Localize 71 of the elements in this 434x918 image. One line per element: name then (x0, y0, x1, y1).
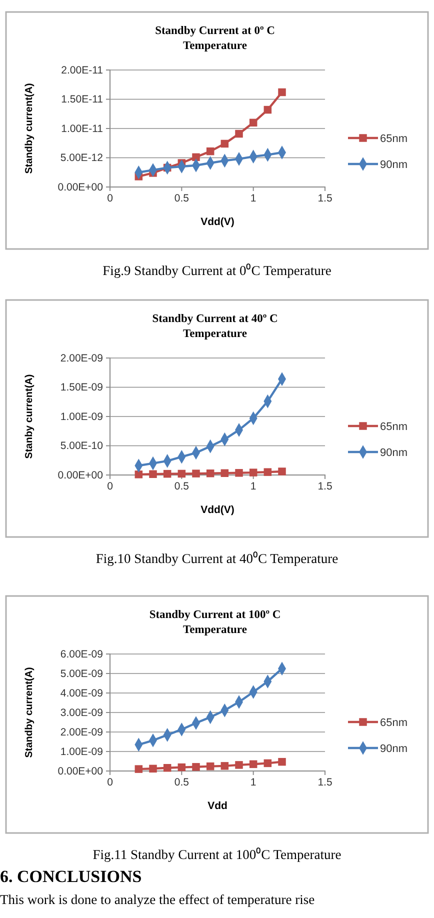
point (278, 758, 286, 766)
x-tick-label: 0.5 (174, 776, 190, 788)
y-tick-label: 2.00E-11 (61, 64, 104, 76)
point (192, 470, 200, 478)
x-tick-label: 0 (107, 192, 114, 204)
y-tick-label: 1.50E-11 (61, 94, 104, 106)
point (134, 765, 143, 773)
y-tick-label: 5.00E-09 (60, 668, 104, 680)
point (235, 469, 243, 477)
point (249, 760, 258, 768)
y-tick-label: 2.00E-09 (60, 726, 104, 738)
x-tick-label: 0 (107, 776, 114, 788)
text: This work is done to analyze the effect of temperature rise (0, 892, 315, 907)
y-axis-title: Standby current(A) (24, 667, 35, 758)
caption: Fig.10 Standby Current at 40⁰C Temperature (96, 551, 338, 566)
point (220, 469, 229, 477)
point (264, 759, 272, 768)
point (206, 469, 214, 478)
x-tick-label: 1 (250, 776, 256, 788)
x-tick-label: 0.5 (174, 480, 190, 492)
chart-title: Standby Current at 40º C Temperature (152, 313, 278, 340)
x-tick-label: 1.5 (318, 480, 332, 492)
y-tick-label: 0.00E+00 (58, 469, 104, 482)
x-tick-label: 1.5 (318, 192, 332, 204)
legend-label: 90nm (380, 447, 408, 459)
y-tick-label: 4.00E-09 (60, 687, 104, 700)
legend-label: 65nm (380, 717, 408, 729)
chart-title: Standby Current at 0º C Temperature (155, 25, 275, 52)
point (206, 762, 214, 770)
y-tick-label: 5.00E-12 (60, 152, 104, 164)
y-axis-title: Stanby current(A) (24, 374, 35, 459)
text: 6. CONCLUSIONS (0, 867, 142, 886)
legend-label: 65nm (380, 133, 408, 145)
y-tick-label: 0.00E+00 (58, 765, 104, 778)
legend-label: 90nm (380, 159, 408, 171)
x-axis-title: Vdd(V) (200, 216, 234, 228)
point (163, 764, 172, 772)
legend-label: 65nm (380, 421, 408, 433)
y-tick-label: 1.00E-11 (61, 122, 104, 135)
x-tick-label: 1.5 (318, 776, 332, 788)
y-tick-label: 0.00E+00 (58, 181, 104, 194)
point (149, 470, 157, 478)
y-tick-label: 1.50E-09 (60, 382, 104, 394)
y-tick-label: 3.00E-09 (60, 706, 104, 719)
x-tick-label: 1 (250, 480, 256, 492)
point (278, 468, 286, 476)
point (134, 470, 143, 478)
point (192, 763, 200, 771)
point (163, 470, 172, 478)
y-tick-label: 6.00E-09 (60, 648, 104, 660)
y-tick-label: 2.00E-09 (60, 352, 104, 364)
point (178, 763, 186, 772)
chart-title: Standby Current at 100º C Temperature (149, 609, 281, 636)
point (149, 764, 157, 773)
y-axis-title: Standby current(A) (24, 83, 35, 174)
x-tick-label: 1 (250, 192, 256, 204)
x-axis-title: Vdd (208, 800, 228, 812)
point (264, 468, 272, 476)
caption: Fig.11 Standby Current at 100⁰C Temperature (92, 847, 342, 862)
point (220, 762, 229, 770)
point (249, 468, 258, 476)
x-axis-title: Vdd(V) (200, 504, 234, 516)
point (178, 470, 186, 478)
y-tick-label: 1.00E-09 (60, 746, 104, 758)
x-tick-label: 0 (107, 480, 114, 492)
x-tick-label: 0.5 (174, 192, 190, 204)
y-tick-label: 5.00E-10 (60, 440, 104, 452)
legend-label: 90nm (380, 743, 408, 755)
caption: Fig.9 Standby Current at 0⁰C Temperature (102, 263, 332, 278)
point (235, 761, 243, 769)
y-tick-label: 1.00E-09 (60, 410, 104, 423)
